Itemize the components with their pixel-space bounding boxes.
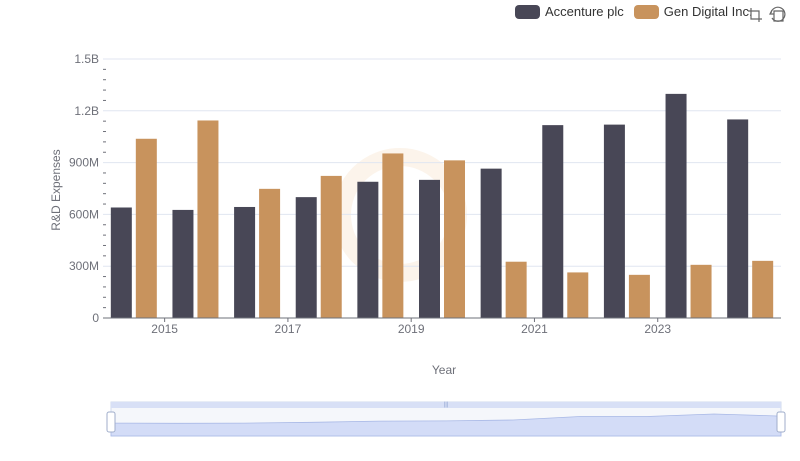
y-axis-label: R&D Expenses [49, 149, 63, 230]
data-zoom[interactable]: ||| [106, 401, 786, 437]
legend-label-gen-digital: Gen Digital Inc. [663, 4, 753, 19]
bar-gen-digital-2023[interactable] [690, 264, 712, 318]
toolbox [746, 6, 790, 24]
x-axis-label: Year [432, 363, 456, 377]
bar-gen-digital-2016[interactable] [259, 188, 281, 318]
x-tick-label: 2017 [275, 322, 302, 336]
legend-swatch-gen-digital [633, 4, 659, 19]
restore-icon[interactable] [768, 6, 786, 24]
bar-gen-digital-2020[interactable] [505, 261, 527, 318]
x-tick-label: 2023 [644, 322, 671, 336]
y-tick-label: 600M [69, 207, 99, 221]
legend-swatch-accenture [515, 4, 540, 19]
legend: Accenture plc Gen Digital Inc. [515, 4, 763, 19]
y-tick-label: 900M [69, 156, 99, 170]
bar-accenture-2024[interactable] [727, 119, 749, 318]
data-zoom-preview [110, 413, 782, 437]
data-zoom-handle-bar[interactable] [111, 402, 781, 408]
bar-accenture-2020[interactable] [480, 168, 502, 318]
bar-gen-digital-2015[interactable] [197, 120, 219, 318]
x-tick-label: 2021 [521, 322, 548, 336]
bar-gen-digital-2017[interactable] [320, 175, 342, 318]
y-tick-label: 1.5B [74, 52, 99, 66]
bar-accenture-2016[interactable] [234, 206, 256, 318]
x-tick-label: 2015 [151, 322, 178, 336]
bar-accenture-2023[interactable] [665, 93, 687, 319]
y-tick-label: 0 [92, 311, 99, 325]
bar-gen-digital-2018[interactable] [382, 153, 404, 318]
x-tick-label: 2019 [398, 322, 425, 336]
bar-accenture-2018[interactable] [357, 181, 379, 318]
bars [110, 93, 774, 319]
data-zoom-right-handle[interactable] [776, 411, 786, 433]
bar-accenture-2015[interactable] [172, 209, 194, 318]
data-zoom-left-handle[interactable] [106, 411, 116, 433]
bar-gen-digital-2024[interactable] [752, 260, 774, 318]
legend-item-gen-digital[interactable]: Gen Digital Inc. [633, 4, 753, 19]
bar-gen-digital-2022[interactable] [628, 274, 650, 318]
bar-accenture-2014[interactable] [110, 207, 132, 318]
bar-accenture-2017[interactable] [295, 197, 317, 318]
bar-gen-digital-2021[interactable] [567, 272, 589, 318]
data-zoom-grip-icon[interactable]: ||| [444, 402, 449, 408]
y-tick-label: 300M [69, 259, 99, 273]
bar-accenture-2022[interactable] [603, 124, 625, 318]
bar-gen-digital-2014[interactable] [135, 138, 157, 318]
axes: 0 300M 600M 900M 1.2B 1.5B 2015 2017 2019 2021 202… [69, 52, 781, 336]
bar-gen-digital-2019[interactable] [444, 160, 465, 318]
legend-item-accenture[interactable]: Accenture plc [515, 4, 624, 19]
zoom-icon[interactable] [746, 6, 764, 24]
bar-accenture-2019[interactable] [419, 179, 440, 318]
legend-label-accenture: Accenture plc [545, 4, 624, 19]
bar-accenture-2021[interactable] [542, 125, 564, 318]
y-tick-label: 1.2B [74, 104, 99, 118]
